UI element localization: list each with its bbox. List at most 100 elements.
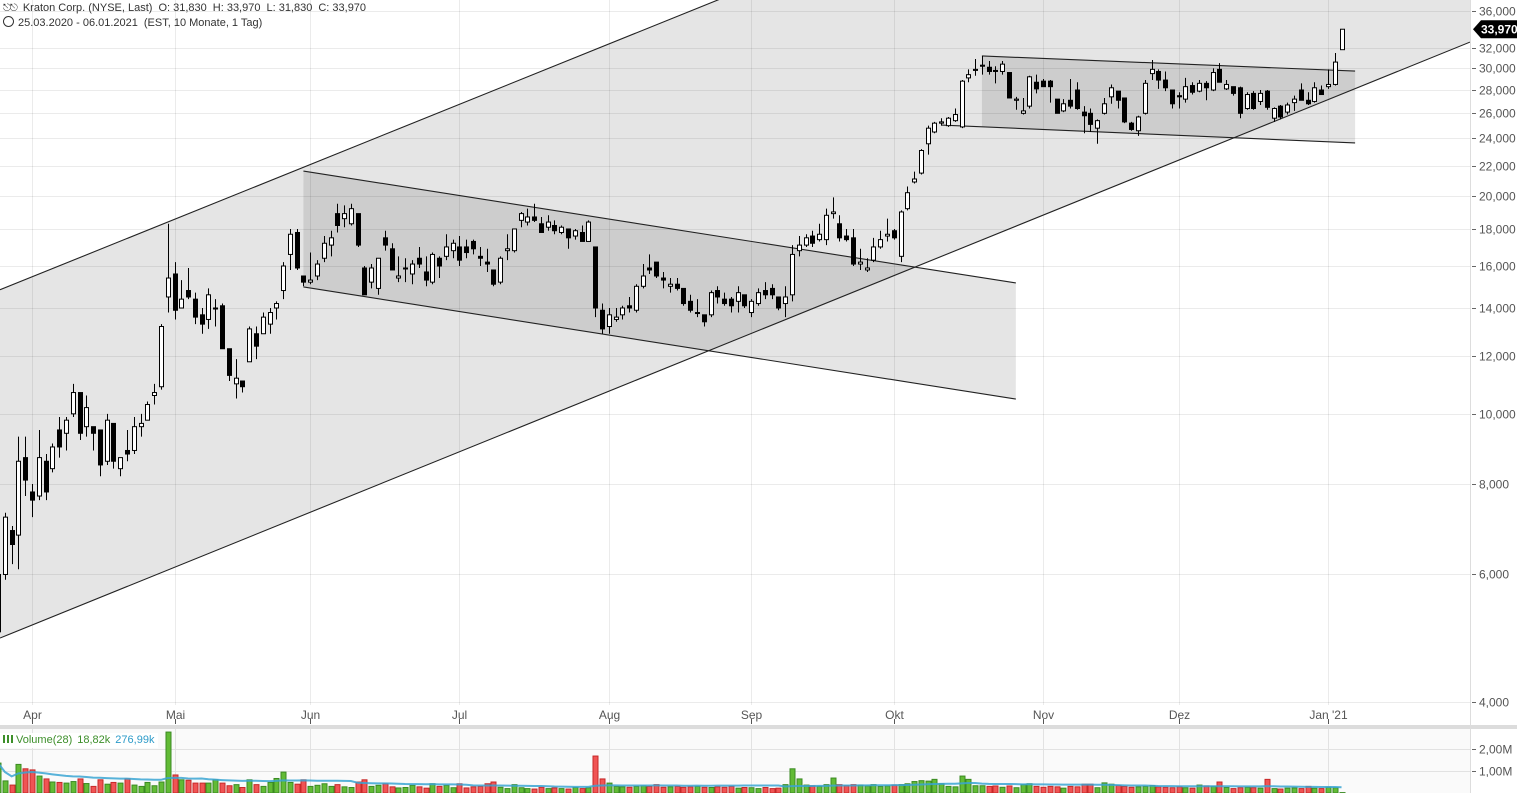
volume-bar xyxy=(809,785,816,793)
volume-bar xyxy=(2,780,9,793)
candle-body xyxy=(1000,63,1005,72)
candle-body xyxy=(159,326,164,388)
candle-body xyxy=(166,277,171,298)
volume-bar xyxy=(572,787,579,793)
volume-bar xyxy=(687,786,694,793)
candle xyxy=(1116,90,1121,109)
volume-bar xyxy=(1230,788,1237,793)
candle xyxy=(1251,91,1256,110)
candle-body xyxy=(301,275,306,283)
trendlines[interactable] xyxy=(0,0,1470,639)
ascending-channel-lower[interactable] xyxy=(0,41,1470,639)
period-header: 25.03.2020 - 06.01.2021 (EST, 10 Monate, … xyxy=(3,16,268,30)
volume-bar xyxy=(1332,787,1339,793)
candle xyxy=(173,262,178,320)
candle-body xyxy=(661,277,666,281)
volume-bar xyxy=(680,786,687,793)
candle xyxy=(681,287,686,306)
volume-bar xyxy=(395,787,402,793)
x-tick-label: Dez xyxy=(1169,708,1190,722)
volume-bar xyxy=(918,780,925,793)
candle-body xyxy=(1190,85,1195,93)
candle-body xyxy=(797,244,802,252)
candle xyxy=(1197,80,1202,93)
candlestick-icon[interactable]: ⎋⎋ xyxy=(3,3,18,14)
candle-body xyxy=(288,233,293,255)
candle-body xyxy=(64,419,69,434)
x-tick-label: Okt xyxy=(885,708,904,722)
candle xyxy=(1163,71,1168,92)
candle xyxy=(946,116,951,127)
candle-body xyxy=(44,460,49,493)
sideways-channel-upper[interactable] xyxy=(981,55,1356,72)
candle-body xyxy=(960,80,965,128)
candle xyxy=(57,416,62,458)
clock-icon[interactable] xyxy=(3,16,14,27)
volume-bar xyxy=(579,788,586,793)
volume-bar xyxy=(348,787,355,793)
volume-bar xyxy=(443,784,450,793)
candle-body xyxy=(865,267,870,271)
volume-tick-label: 1,00M xyxy=(1479,765,1512,779)
descending-channel-upper[interactable] xyxy=(303,170,1016,284)
volume-bar xyxy=(518,787,525,793)
candle-body xyxy=(213,307,218,310)
candle-body xyxy=(1204,82,1209,89)
candle xyxy=(288,228,293,270)
candle-body xyxy=(383,237,388,246)
candle-body xyxy=(1041,80,1046,88)
candle xyxy=(186,267,191,300)
candle-body xyxy=(675,283,680,289)
date-range[interactable]: 25.03.2020 - 06.01.2021 xyxy=(18,17,138,29)
volume-bar xyxy=(660,786,667,793)
volume-bar xyxy=(619,786,626,793)
x-tick-label: Apr xyxy=(23,708,42,722)
volume-bar xyxy=(253,784,260,793)
candle xyxy=(871,237,876,263)
candle xyxy=(179,280,184,309)
candle xyxy=(1170,89,1175,109)
candle xyxy=(1204,81,1209,101)
candle-body xyxy=(763,290,768,296)
volume-bar xyxy=(986,785,993,793)
volume-bar xyxy=(545,788,552,793)
candle xyxy=(770,284,775,300)
candle xyxy=(668,278,673,293)
volume-bars-icon xyxy=(3,735,13,743)
candle-body xyxy=(315,263,320,277)
candle-body xyxy=(600,309,605,330)
candle-body xyxy=(1095,120,1100,129)
candle-body xyxy=(722,298,727,305)
candle xyxy=(30,484,35,518)
panel-divider[interactable] xyxy=(0,725,1517,729)
candle xyxy=(722,292,727,306)
candle-body xyxy=(539,223,544,233)
ascending-channel-upper[interactable] xyxy=(0,0,1470,291)
volume-bar xyxy=(735,787,742,793)
candle xyxy=(1102,97,1107,115)
candle xyxy=(403,258,408,283)
volume-bar xyxy=(965,778,972,793)
candle-body xyxy=(919,150,924,174)
candle xyxy=(1340,28,1345,51)
candle-body xyxy=(512,228,517,252)
x-tick-label: Nov xyxy=(1033,708,1054,722)
descending-channel-lower[interactable] xyxy=(303,286,1016,400)
volume-bar xyxy=(1291,787,1298,793)
volume-bar xyxy=(1094,787,1101,793)
volume-bar xyxy=(1047,785,1054,793)
volume-current: 18,82k xyxy=(77,734,111,746)
volume-bar xyxy=(233,784,240,793)
candle xyxy=(865,258,870,272)
volume-bar xyxy=(701,786,708,793)
volume-series xyxy=(0,731,1346,793)
candle-body xyxy=(78,392,83,434)
volume-legend[interactable]: Volume(28) 18,82k 276,99k xyxy=(0,733,159,748)
candle xyxy=(1285,102,1290,115)
volume-bar xyxy=(117,782,124,793)
volume-bar xyxy=(931,778,938,793)
candle xyxy=(1041,78,1046,88)
sideways-channel-lower[interactable] xyxy=(941,124,1356,144)
candle-body xyxy=(729,298,734,307)
